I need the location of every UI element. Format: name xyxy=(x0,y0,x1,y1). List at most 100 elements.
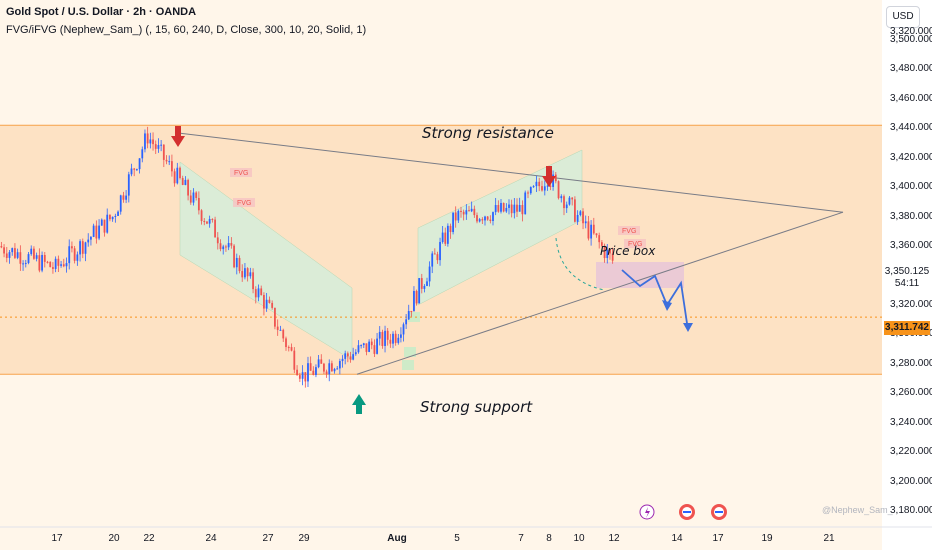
candle-body xyxy=(165,159,168,162)
candle-body xyxy=(200,210,203,222)
candle-body xyxy=(95,225,98,239)
price-tick: 3,500.000 xyxy=(890,33,932,45)
fvg-bull-zone-2 xyxy=(402,360,414,370)
candle-body xyxy=(79,241,81,255)
candle-body xyxy=(5,253,8,258)
candle-body xyxy=(582,211,584,224)
bar-countdown: 54:11 xyxy=(894,278,920,289)
candle-body xyxy=(410,310,413,312)
candle-body xyxy=(219,243,222,250)
candle-body xyxy=(301,372,304,379)
candle-body xyxy=(19,252,22,264)
candle-body xyxy=(568,197,571,205)
candle-body xyxy=(154,144,157,149)
time-tick: 21 xyxy=(823,533,835,544)
candle-body xyxy=(249,272,252,277)
candle-body xyxy=(81,241,84,254)
candle-body xyxy=(563,196,565,209)
candle-body xyxy=(516,204,518,212)
candle-body xyxy=(214,219,216,238)
candle-body xyxy=(157,145,160,149)
candle-body xyxy=(307,363,309,382)
candle-body xyxy=(195,192,198,198)
candle-body xyxy=(197,197,200,211)
candle-body xyxy=(541,186,543,191)
price-tick: 3,260.000 xyxy=(890,387,932,399)
currency-button[interactable]: USD xyxy=(886,6,920,28)
mid-arrow-head xyxy=(542,176,556,187)
candle-body xyxy=(606,249,609,259)
candle-body xyxy=(0,246,3,248)
indicator-legend[interactable]: FVG/iFVG (Nephew_Sam_) (, 15, 60, 240, D… xyxy=(6,24,367,36)
candle-body xyxy=(111,216,114,220)
candle-body xyxy=(260,288,263,296)
candle-body xyxy=(535,181,538,187)
time-tick: 12 xyxy=(608,533,620,544)
price-box-label: Price box xyxy=(600,244,656,258)
price-tick: 3,380.000 xyxy=(890,210,932,222)
bottom-arrow-head xyxy=(352,394,366,405)
candle-body xyxy=(502,202,505,212)
candle-body xyxy=(263,295,265,309)
candle-body xyxy=(122,195,125,200)
fvg-zone-3 xyxy=(624,239,646,248)
candle-body xyxy=(428,266,431,282)
candle-body xyxy=(436,254,439,261)
candle-body xyxy=(381,331,384,346)
candle-body xyxy=(149,139,152,144)
candle-body xyxy=(611,253,614,261)
candle-body xyxy=(373,345,376,354)
time-tick: 5 xyxy=(454,533,460,544)
candle-body xyxy=(426,281,428,286)
candle-body xyxy=(206,221,208,224)
candle-body xyxy=(336,368,339,370)
candle-body xyxy=(423,285,426,289)
candle-body xyxy=(407,310,410,320)
candle-body xyxy=(11,248,14,253)
candle-body xyxy=(457,210,460,221)
candle-body xyxy=(49,261,52,268)
candle-body xyxy=(603,245,606,259)
candle-body xyxy=(100,219,103,226)
candle-body xyxy=(35,255,38,259)
candle-body xyxy=(452,212,454,233)
candle-body xyxy=(27,254,30,264)
time-tick: 14 xyxy=(671,533,683,544)
candle-body xyxy=(392,333,394,344)
candle-body xyxy=(394,333,397,343)
candle-body xyxy=(574,199,576,222)
candle-body xyxy=(276,326,279,330)
fvg-label: FVG xyxy=(622,228,636,235)
candle-body xyxy=(171,161,173,172)
candle-body xyxy=(389,339,392,344)
candle-body xyxy=(271,302,274,308)
candle-body xyxy=(468,210,470,212)
fvg-label: FVG xyxy=(628,241,642,248)
projection-path xyxy=(621,269,689,331)
top-arrow-shaft xyxy=(175,126,181,136)
candle-body xyxy=(187,179,189,196)
candle-body xyxy=(565,204,568,209)
candle-body xyxy=(279,329,282,331)
candle-body xyxy=(513,204,516,214)
candle-body xyxy=(192,192,195,203)
time-tick: 22 xyxy=(143,533,155,544)
candle-body xyxy=(293,350,296,370)
candle-body xyxy=(354,352,357,355)
candle-body xyxy=(497,204,500,212)
candle-body xyxy=(538,181,541,187)
candle-body xyxy=(203,221,206,223)
candle-body xyxy=(346,353,349,357)
time-tick: 24 xyxy=(205,533,217,544)
candle-body xyxy=(290,347,293,351)
candle-body xyxy=(296,369,298,376)
candle-body xyxy=(415,291,418,304)
trendline-0 xyxy=(174,132,844,213)
author-watermark: @Nephew_Sam_ xyxy=(822,505,893,515)
candle-body xyxy=(3,247,5,254)
candle-body xyxy=(317,359,320,368)
candle-body xyxy=(176,167,179,184)
candle-body xyxy=(8,252,11,258)
candle-body xyxy=(257,288,260,298)
